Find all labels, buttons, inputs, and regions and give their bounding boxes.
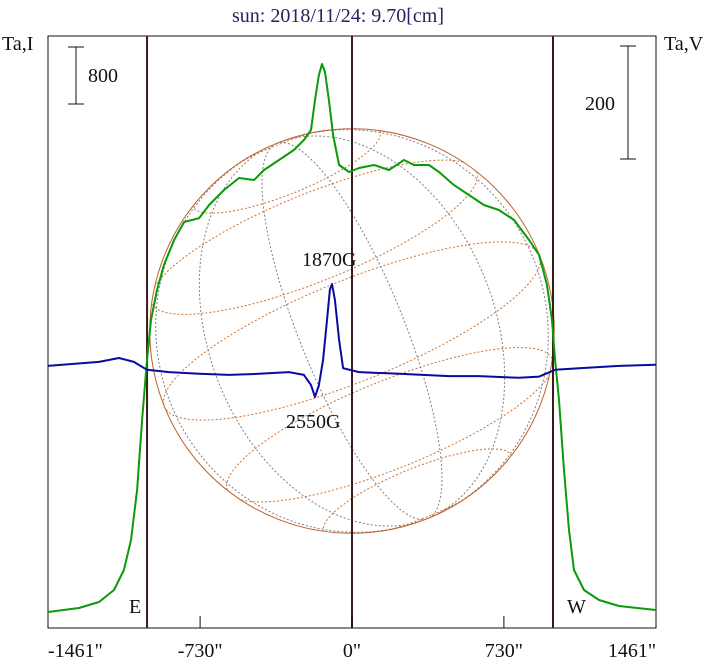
x-tick-label: 0" (343, 640, 361, 662)
x-tick-label: 1461" (608, 640, 656, 662)
y-label-right: Ta,V (664, 33, 704, 55)
limb-label-west: W (567, 596, 586, 618)
annotation-2550G: 2550G (286, 411, 340, 433)
longitude-line (276, 135, 505, 519)
scale-label-V: 200 (585, 93, 615, 115)
scale-bar-I (68, 46, 84, 105)
longitude-line (276, 142, 443, 519)
longitude-line (276, 129, 549, 519)
series-ta-v-line (47, 283, 657, 398)
latitude-line (322, 448, 513, 534)
annotation-1870G: 1870G (302, 249, 356, 271)
latitude-line (226, 347, 554, 503)
longitude-line (199, 143, 428, 527)
limb-label-east: E (129, 596, 141, 618)
x-tick-label: -1461" (48, 640, 103, 662)
y-label-left: Ta,I (2, 33, 33, 55)
scale-label-I: 800 (88, 65, 118, 87)
x-tick-label: 730" (485, 640, 523, 662)
chart-title: sun: 2018/11/24: 9.70[cm] (232, 5, 444, 27)
scale-bar-V (620, 45, 636, 160)
longitude-line (261, 143, 428, 520)
series-ta-i-line (47, 63, 657, 613)
x-tick-label: -730" (178, 640, 223, 662)
longitude-line (155, 143, 428, 533)
